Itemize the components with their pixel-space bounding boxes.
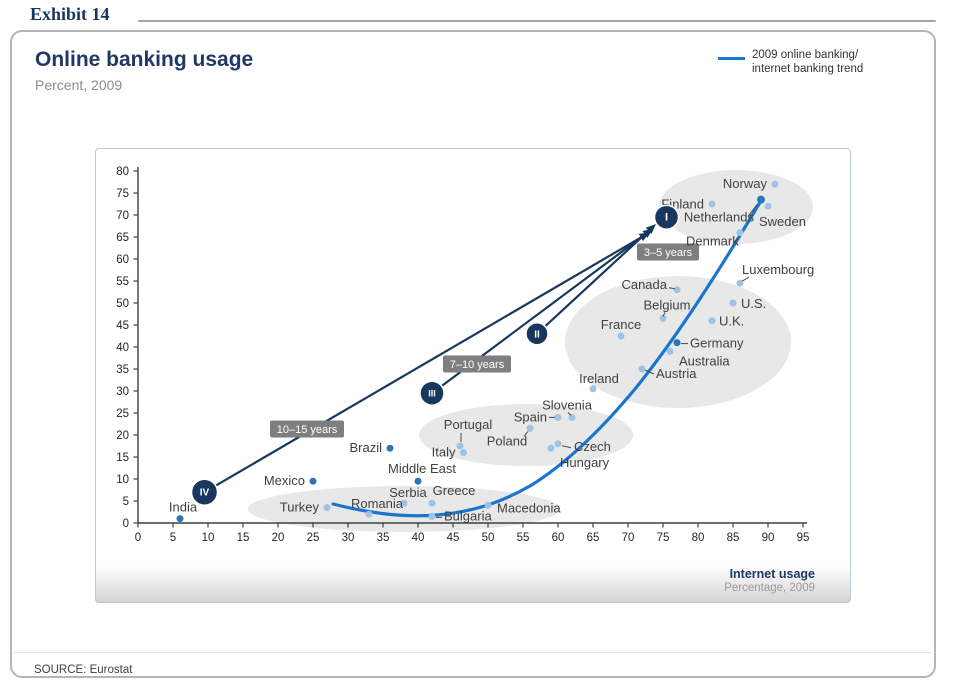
page-subtitle: Percent, 2009 xyxy=(35,77,123,93)
chart-panel xyxy=(95,148,851,603)
source-divider xyxy=(14,652,932,653)
exhibit-rule xyxy=(138,20,936,22)
legend-label-line1: 2009 online banking/ xyxy=(752,49,859,61)
page-title: Online banking usage xyxy=(35,48,254,71)
legend-label: 2009 online banking/ internet banking tr… xyxy=(752,48,863,76)
source-note: SOURCE: Eurostat xyxy=(34,664,133,676)
exhibit-card: Online banking usage Percent, 2009 2009 … xyxy=(10,30,936,678)
legend-line-swatch xyxy=(718,57,745,60)
trend-legend: 2009 online banking/ internet banking tr… xyxy=(718,48,863,76)
legend-label-line2: internet banking trend xyxy=(752,63,864,75)
x-axis-subtitle: Percentage, 2009 xyxy=(724,582,815,594)
x-axis-title: Internet usage xyxy=(729,567,815,581)
exhibit-label: Exhibit 14 xyxy=(30,4,110,24)
